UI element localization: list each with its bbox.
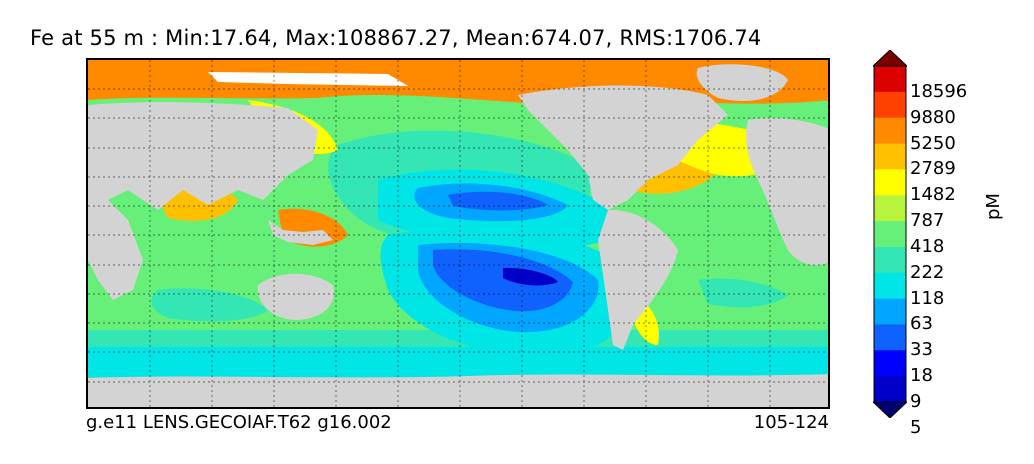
colorbar-tick-label: 18596: [910, 80, 968, 102]
land-asia: [88, 102, 318, 210]
colorbar-tick-label: 9: [910, 391, 922, 412]
south-atlantic-low: [698, 278, 788, 308]
colorbar-tick-label: 5250: [910, 132, 956, 154]
colorbar-tick-label: 418: [910, 235, 945, 257]
colorbar-segment: [874, 143, 906, 170]
land-antarctica: [88, 374, 828, 407]
colorbar-extend-bottom: [873, 401, 907, 418]
colorbar-segment: [874, 66, 906, 93]
south-pacific-core: [503, 267, 558, 286]
colorbar: [873, 50, 907, 418]
colorbar-frame: [873, 65, 907, 403]
colorbar-tick-label: 18: [910, 365, 933, 387]
sea-ice-white: [208, 72, 408, 86]
colorbar-tick-label: 787: [910, 210, 945, 232]
colorbar-tick-label: 1482: [910, 184, 956, 206]
colorbar-segment: [874, 350, 906, 377]
land-australia: [257, 273, 334, 320]
colorbar-tick-label: 63: [910, 313, 933, 335]
colorbar-segment: [874, 324, 906, 351]
years-label: 105-124: [753, 412, 829, 433]
colorbar-segment: [874, 272, 906, 300]
colorbar-segment: [874, 195, 906, 222]
land-greenland: [696, 64, 788, 101]
map-gridlines: [88, 60, 828, 407]
indian-ocean-low: [151, 288, 268, 322]
map-panel: [86, 58, 830, 409]
plot-title: Fe at 55 m : Min:17.64, Max:108867.27, M…: [30, 26, 762, 50]
colorbar-segment: [874, 376, 906, 403]
colorbar-segment: [874, 221, 906, 248]
colorbar-segment: [874, 246, 906, 274]
run-name-label: g.e11 LENS.GECOIAF.T62 g16.002: [86, 412, 392, 433]
colorbar-tick-label: 2789: [910, 158, 956, 180]
colorbar-segment: [874, 169, 906, 196]
colorbar-tick-label: 9880: [910, 106, 956, 128]
map-canvas: [88, 60, 828, 407]
colorbar-tick-label: 222: [910, 261, 945, 283]
land-africa: [88, 180, 143, 300]
colorbar-segment: [874, 91, 906, 119]
colorbar-segment: [874, 117, 906, 145]
colorbar-extend-top: [873, 50, 907, 67]
colorbar-segment: [874, 298, 906, 325]
colorbar-tick-label: 5: [910, 416, 922, 438]
land-indonesia: [268, 220, 333, 245]
colorbar-tick-label: 118: [910, 287, 945, 309]
land-south-america: [598, 209, 678, 350]
colorbar-tick-label: 33: [910, 339, 933, 361]
units-label: pM: [983, 193, 1004, 220]
southern-ocean-cyan: [88, 347, 828, 377]
land-europe-africa-east: [746, 118, 828, 266]
